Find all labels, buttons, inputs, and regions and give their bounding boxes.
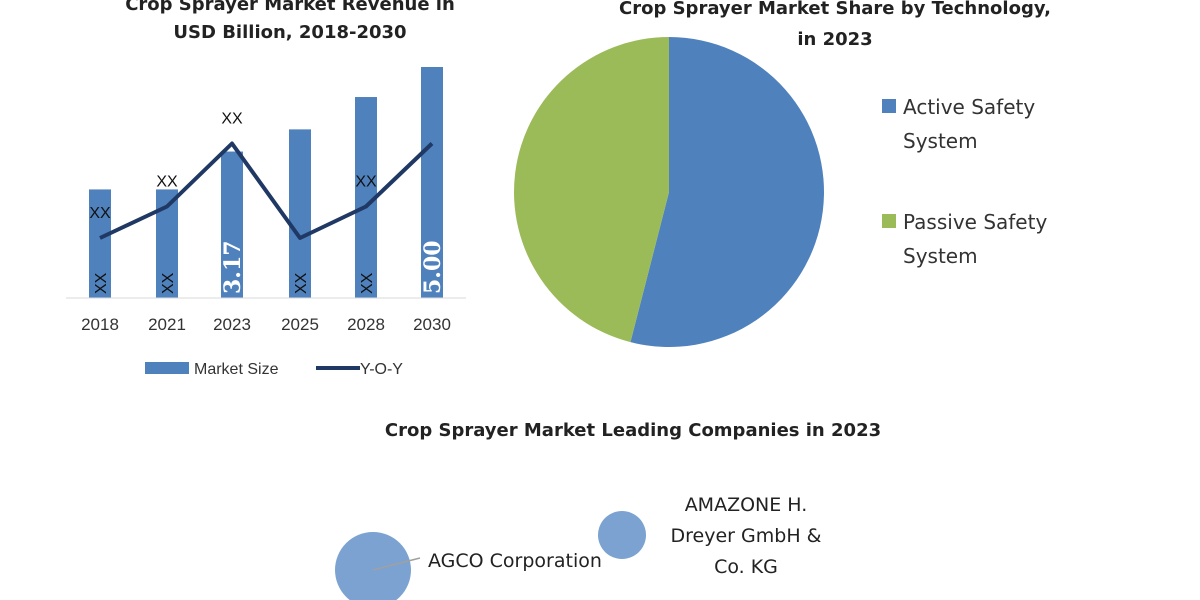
yoy-label-2021: XX <box>156 174 178 191</box>
x-tick-2030: 2030 <box>413 315 451 334</box>
yoy-label-2023: XX <box>221 111 243 128</box>
legend-active-line-1: Active Safety <box>903 95 1035 119</box>
pie-title-line-1: Crop Sprayer Market Share by Technology, <box>619 0 1051 19</box>
bar-value-label-2025: XX <box>293 272 310 294</box>
companies-title: Crop Sprayer Market Leading Companies in… <box>385 420 881 441</box>
legend-active-line-2: System <box>903 129 978 153</box>
label-amazone-line-1: AMAZONE H. <box>685 494 808 516</box>
bar-2030 <box>421 67 443 298</box>
legend-active-swatch <box>882 99 896 113</box>
x-tick-2025: 2025 <box>281 315 319 334</box>
x-tick-2021: 2021 <box>148 315 186 334</box>
legend-yoy: Y-O-Y <box>360 361 403 378</box>
yoy-label-2018: XX <box>89 205 111 222</box>
bar-value-label-2028: XX <box>359 272 376 294</box>
legend-passive-line-2: System <box>903 244 978 268</box>
bar-value-label-2023: 3.17 <box>220 240 246 294</box>
revenue-title-line-1: Crop Sprayer Market Revenue in <box>125 0 455 15</box>
bar-2021 <box>156 189 178 298</box>
bar-value-label-2021: XX <box>160 272 177 294</box>
bubble-agco <box>335 532 411 600</box>
pie-title-line-2: in 2023 <box>797 29 872 50</box>
x-tick-2028: 2028 <box>347 315 385 334</box>
pie-slice-active <box>630 37 825 348</box>
legend-market-size-swatch <box>145 362 189 374</box>
legend-passive-swatch <box>882 214 896 228</box>
label-amazone-line-3: Co. KG <box>714 556 778 578</box>
leading-companies-chart: Crop Sprayer Market Leading Companies in… <box>335 420 881 600</box>
revenue-chart: Crop Sprayer Market Revenue in USD Billi… <box>66 0 466 378</box>
bar-value-label-2018: XX <box>93 272 110 294</box>
bar-value-label-2030: 5.00 <box>420 240 446 294</box>
x-tick-2018: 2018 <box>81 315 119 334</box>
agco-leader-line <box>372 557 421 571</box>
label-amazone-line-2: Dreyer GmbH & <box>671 525 822 547</box>
x-tick-2023: 2023 <box>213 315 251 334</box>
bar-2023 <box>221 151 243 298</box>
legend-passive-line-1: Passive Safety <box>903 210 1047 234</box>
revenue-title-line-2: USD Billion, 2018-2030 <box>173 22 406 43</box>
technology-pie-chart: Crop Sprayer Market Share by Technology,… <box>514 0 1051 348</box>
yoy-line <box>99 141 434 240</box>
yoy-label-2028: XX <box>355 174 377 191</box>
label-agco: AGCO Corporation <box>428 550 602 572</box>
bar-2028 <box>355 97 377 298</box>
bar-2018 <box>89 189 111 298</box>
pie-slice-passive <box>514 37 669 343</box>
bubble-amazone <box>598 511 646 559</box>
legend-market-size: Market Size <box>194 361 279 378</box>
bar-2025 <box>289 129 311 298</box>
